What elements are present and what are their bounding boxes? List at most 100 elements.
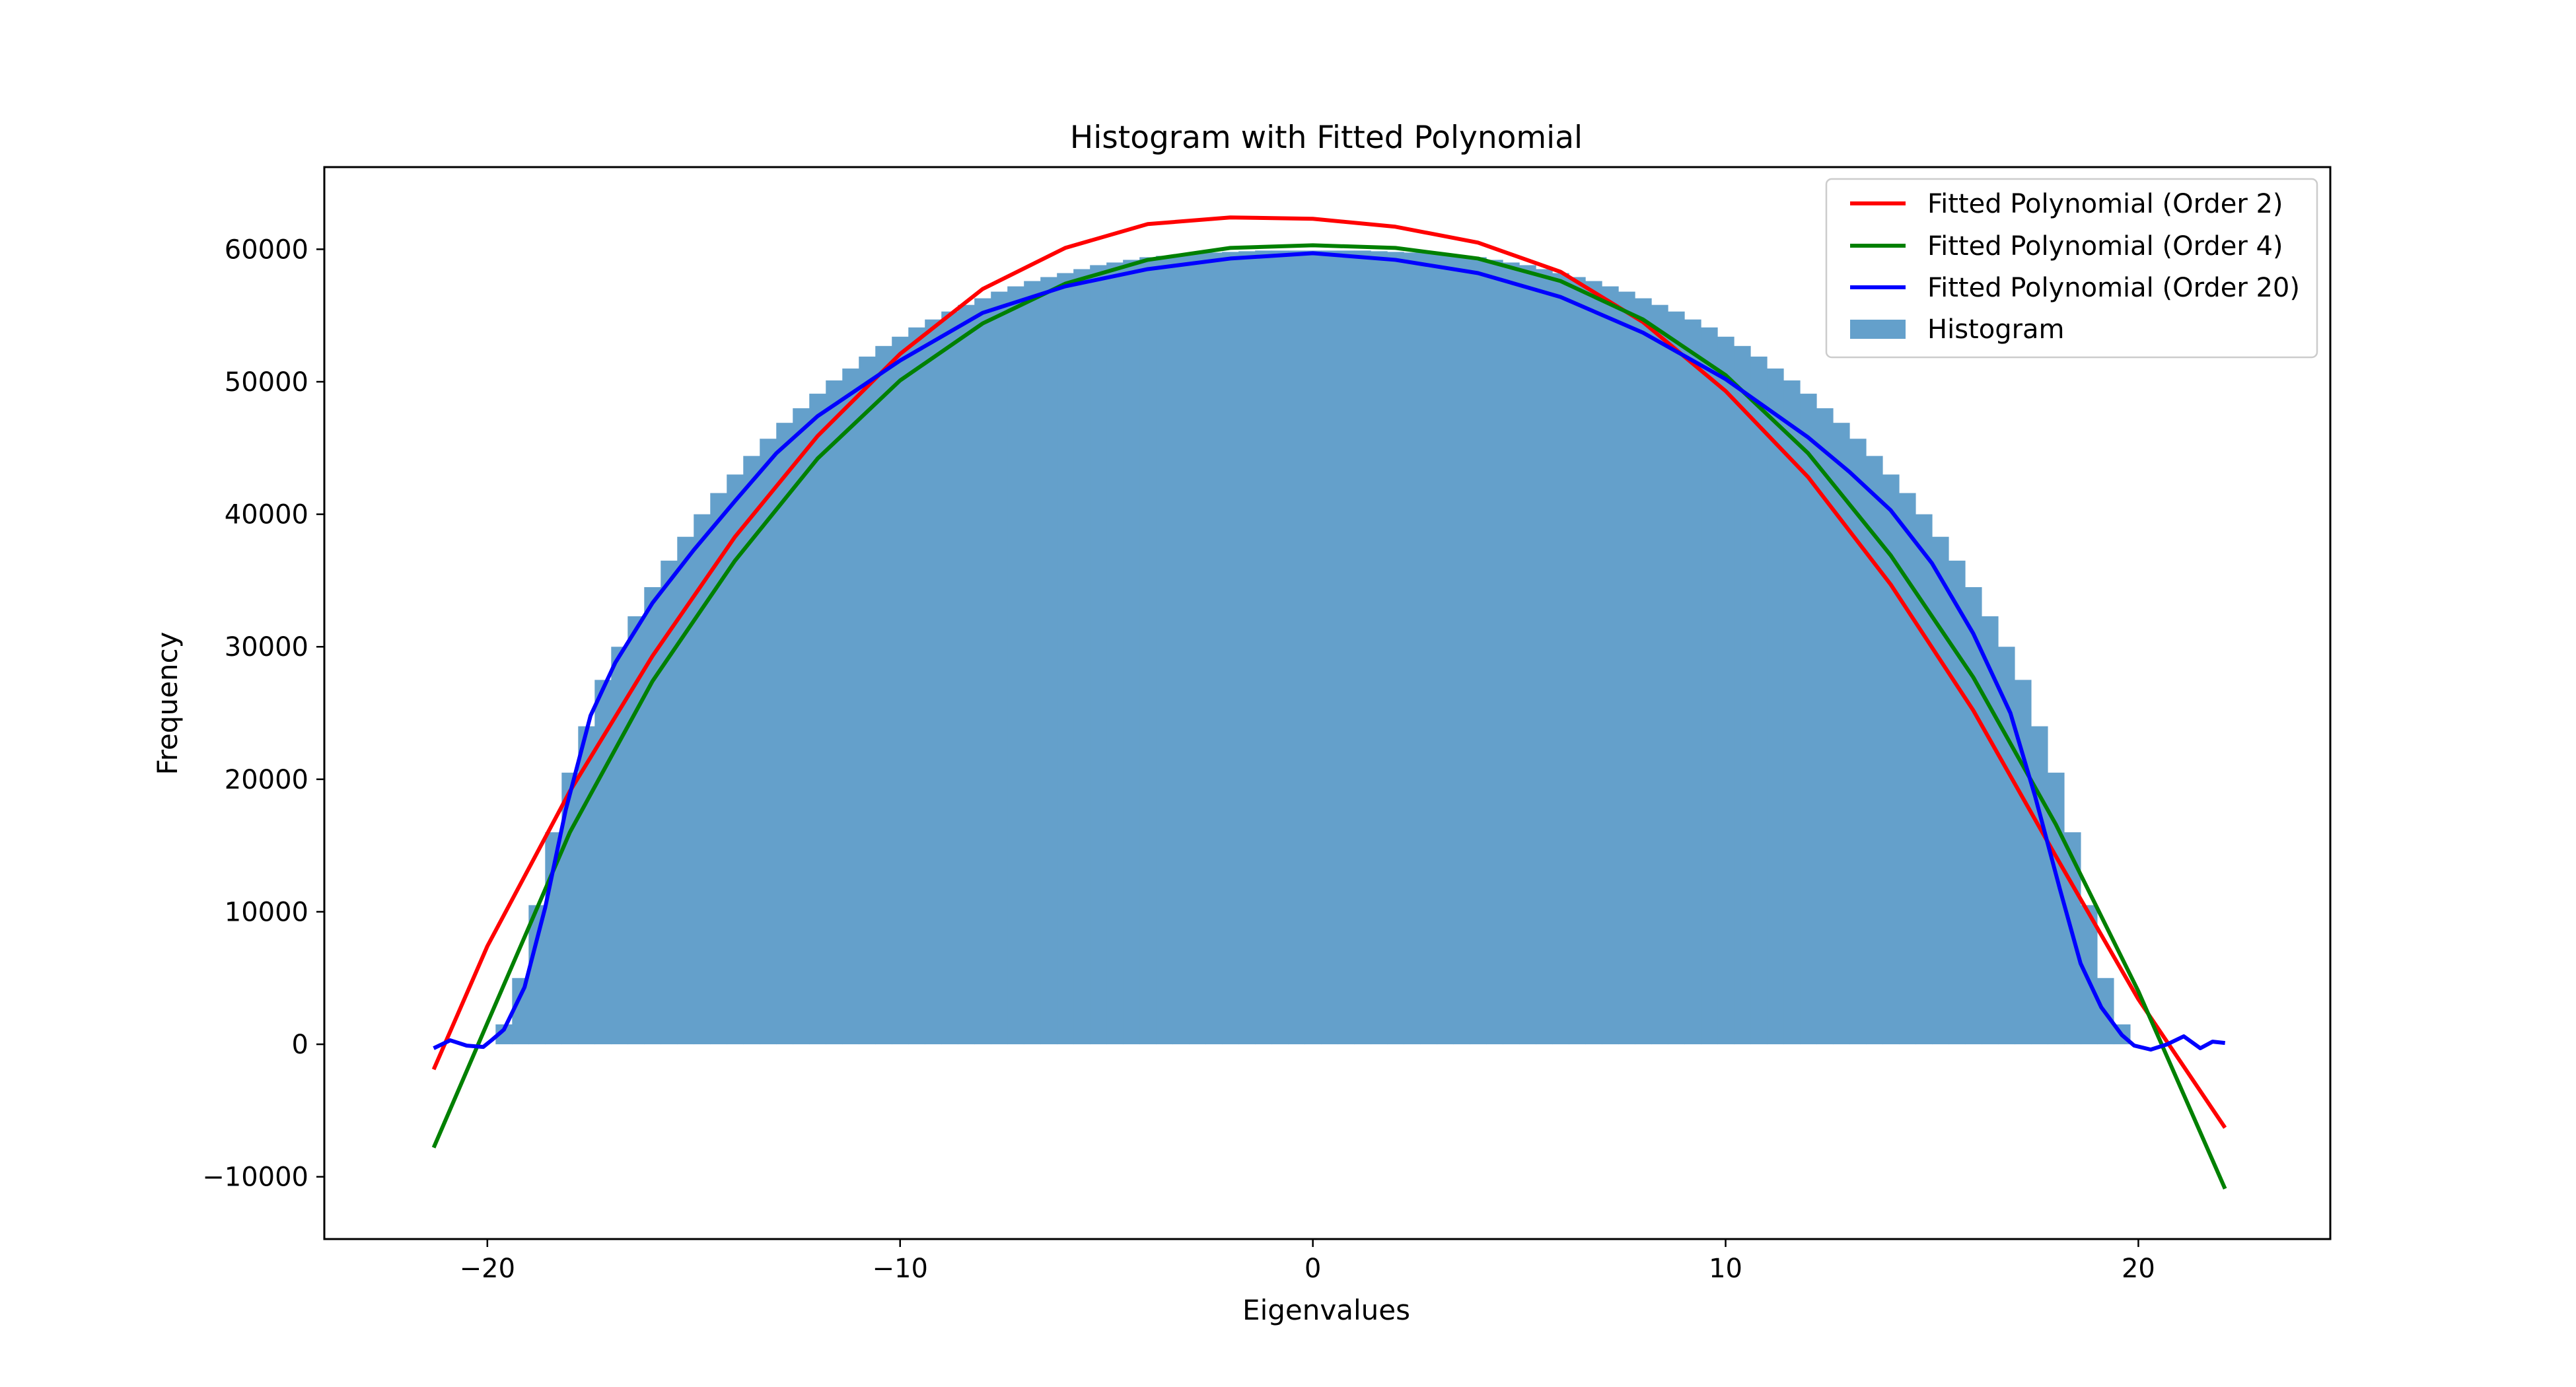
x-tick-label: 10 — [1709, 1254, 1742, 1284]
histogram-bar — [1139, 257, 1157, 1045]
axes-ticks: −20 −10 0 10 20 −10000 0 10000 20000 30000 40000 50… — [202, 234, 2155, 1284]
y-tick-label: −10000 — [202, 1162, 308, 1193]
histogram-bar — [1123, 260, 1140, 1045]
histogram-bar — [1635, 298, 1652, 1045]
histogram-bar — [1800, 394, 1817, 1045]
histogram-bar — [743, 456, 760, 1045]
histogram-bar — [1205, 252, 1223, 1045]
histogram-bar — [1717, 336, 1735, 1045]
histogram-bar — [1156, 256, 1173, 1045]
histogram-bar — [760, 439, 777, 1045]
histogram-bar — [958, 304, 975, 1045]
histogram-bar — [1371, 251, 1388, 1045]
histogram-bar — [1172, 254, 1190, 1045]
series-line-3 — [433, 251, 2225, 1052]
histogram-bar — [1684, 319, 1701, 1045]
histogram-bar — [1271, 250, 1289, 1045]
histogram-bar — [776, 423, 793, 1045]
x-tick-label: −10 — [873, 1254, 928, 1284]
histogram-bar — [627, 616, 645, 1045]
histogram-bar — [1288, 250, 1305, 1045]
histogram-bar — [1602, 286, 1619, 1045]
histogram-bar — [826, 380, 843, 1045]
y-tick-label: 60000 — [225, 234, 308, 265]
x-tick-label: −20 — [460, 1254, 515, 1284]
histogram-bar — [1931, 536, 1949, 1045]
histogram-bar — [1503, 262, 1520, 1045]
legend-label: Fitted Polynomial (Order 4) — [1927, 231, 2283, 262]
x-tick-label: 20 — [2122, 1254, 2155, 1284]
histogram-bar — [1569, 277, 1586, 1045]
histogram-bar — [991, 291, 1008, 1045]
histogram-bar — [892, 336, 909, 1045]
histogram-bar — [1007, 286, 1024, 1045]
histogram-bar — [1701, 327, 1718, 1045]
y-tick-label: 20000 — [225, 765, 308, 795]
legend-box — [1825, 178, 2318, 359]
histogram-bar — [1090, 265, 1107, 1045]
legend-label: Fitted Polynomial (Order 2) — [1927, 189, 2283, 219]
histogram-bar — [2080, 905, 2098, 1045]
histogram-bar — [793, 408, 810, 1045]
histogram-bar — [578, 726, 595, 1045]
y-tick-label: 0 — [292, 1030, 308, 1060]
histogram-bar — [1437, 254, 1454, 1045]
histogram-bar — [1305, 250, 1322, 1045]
histogram-bar — [1651, 304, 1668, 1045]
histogram-bar — [1453, 256, 1470, 1045]
plot-frame — [323, 166, 2332, 1240]
histogram-bar — [1354, 250, 1371, 1045]
histogram-bar — [1767, 368, 1784, 1045]
histogram-bar — [1189, 253, 1206, 1045]
histogram-bar — [594, 680, 612, 1045]
legend-label: Histogram — [1927, 314, 2065, 345]
histogram-bar — [1321, 250, 1338, 1045]
y-tick-label: 30000 — [225, 632, 308, 662]
histogram-bar — [1387, 252, 1404, 1045]
histogram-bar — [1849, 439, 1867, 1045]
histogram-bar — [1536, 269, 1553, 1045]
histogram-bars — [495, 250, 2131, 1045]
histogram-bar — [1783, 380, 1801, 1045]
histogram-bar — [677, 536, 694, 1045]
x-axis-label: Eigenvalues — [1242, 1294, 1410, 1326]
histogram-bar — [1618, 291, 1635, 1045]
histogram-bar — [1420, 253, 1437, 1045]
y-tick-label: 10000 — [225, 897, 308, 927]
histogram-bar — [1057, 273, 1074, 1045]
histogram-bar — [1964, 587, 1982, 1045]
histogram-bar — [1833, 423, 1850, 1045]
histogram-bar — [1106, 262, 1124, 1045]
histogram-bar — [1238, 251, 1256, 1045]
histogram-bar — [528, 905, 546, 1045]
histogram-bar — [809, 394, 826, 1045]
plot-area — [431, 215, 2227, 1190]
histogram-bar — [1470, 257, 1487, 1045]
histogram-bar — [1552, 273, 1569, 1045]
histogram-bar — [1668, 311, 1685, 1045]
histogram-bar — [1338, 250, 1355, 1045]
histogram-bar — [842, 368, 859, 1045]
histogram-bar — [1750, 356, 1768, 1045]
legend-label: Fitted Polynomial (Order 20) — [1927, 273, 2300, 303]
y-tick-label: 50000 — [225, 367, 308, 398]
series-line-1 — [431, 215, 2227, 1129]
histogram-bar — [2030, 726, 2048, 1045]
histogram-bar — [859, 356, 876, 1045]
histogram-bar — [1519, 265, 1536, 1045]
legend-swatch — [1850, 320, 1906, 339]
y-axis-label: Frequency — [151, 632, 184, 775]
histogram-bar — [1981, 616, 1999, 1045]
histogram-bar — [1734, 345, 1751, 1045]
histogram-bar — [908, 327, 925, 1045]
chart-title: Histogram with Fitted Polynomial — [1070, 120, 1583, 156]
histogram-bar — [875, 345, 892, 1045]
histogram-bar — [1404, 252, 1421, 1045]
histogram-bar — [1948, 560, 1966, 1045]
series-line-2 — [431, 243, 2227, 1190]
histogram-bar — [1255, 250, 1272, 1045]
histogram-bar — [974, 298, 991, 1045]
histogram-bar — [1585, 281, 1602, 1045]
histogram-bar — [1898, 493, 1916, 1045]
